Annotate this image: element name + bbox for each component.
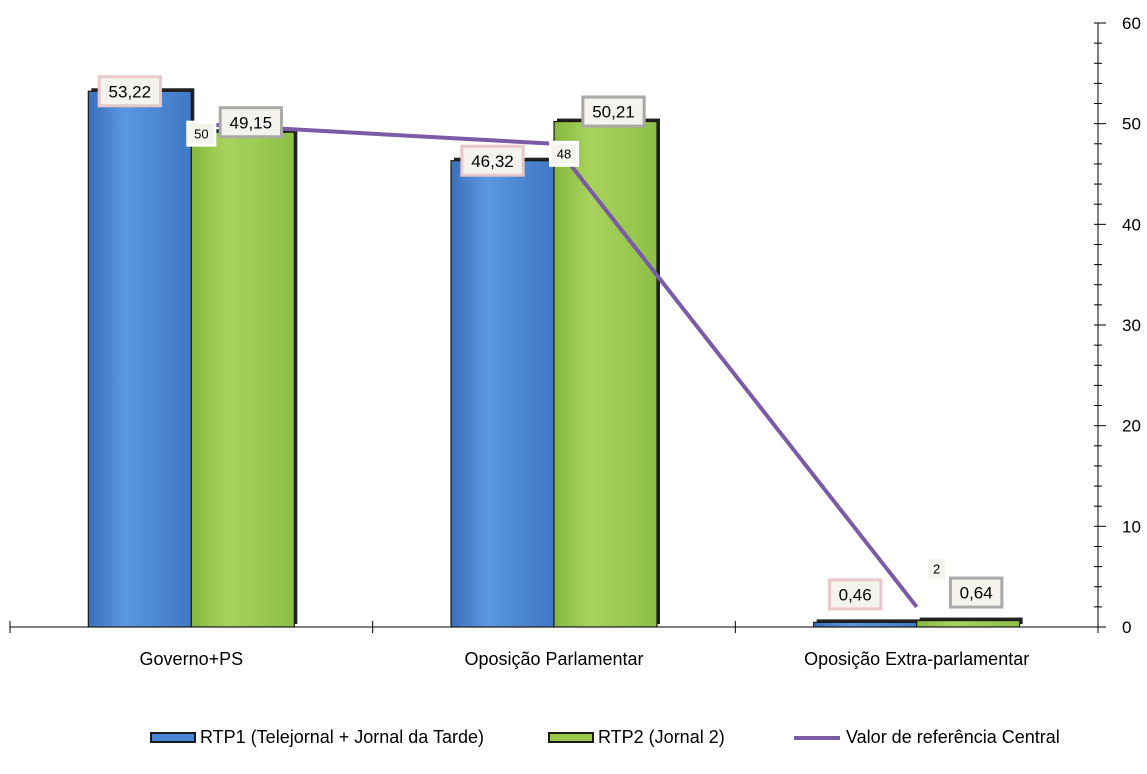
- data-label-reference-text: 50: [194, 126, 208, 141]
- bar-rtp2: [190, 131, 295, 628]
- data-label-rtp2-box: [218, 106, 283, 139]
- x-category-label: Governo+PS: [140, 649, 244, 669]
- data-label-rtp2-box: [581, 95, 646, 128]
- y-tick-label: 0: [1122, 618, 1131, 637]
- x-axis: Governo+PS Oposição Parlamentar Oposição E…: [9, 621, 1099, 669]
- chart: 0 10 20 30 40 50 60 Governo+PS Oposição Parlame…: [9, 14, 1141, 669]
- data-label-reference: 50: [186, 120, 217, 147]
- data-label-rtp2-text: 49,15: [230, 113, 273, 132]
- data-label-rtp2: 0,64: [948, 576, 1004, 609]
- data-label-reference: 48: [548, 140, 580, 167]
- data-label-rtp2-box: [948, 576, 1004, 609]
- y-tick-label: 10: [1122, 517, 1141, 536]
- legend-item-reference: Valor de referência Central: [794, 727, 1060, 748]
- data-label-reference-box: [925, 555, 948, 582]
- y-tick-label: 30: [1122, 316, 1141, 335]
- legend-swatch-reference: [794, 735, 840, 740]
- data-label-rtp1-box: [460, 144, 525, 177]
- data-label-reference-box: [548, 140, 580, 167]
- legend-swatch-rtp2: [548, 732, 594, 743]
- data-label-rtp1-text: 46,32: [471, 152, 514, 171]
- data-label-rtp1-box: [827, 578, 883, 611]
- y-tick-label: 40: [1122, 215, 1141, 234]
- bars: [87, 88, 1023, 628]
- bar-rtp1: [450, 160, 555, 628]
- bar-rtp1-shadow: [816, 619, 920, 624]
- data-label-rtp1-text: 53,22: [109, 82, 152, 101]
- data-label-rtp1: 53,22: [97, 75, 162, 108]
- data-labels: 53,22 46,32 0,46 49,15 50,21 0,64 50 48 2: [97, 75, 1004, 611]
- data-label-reference-box: [186, 120, 217, 147]
- x-category-label: Oposição Extra-parlamentar: [804, 649, 1029, 669]
- legend-label-rtp2: RTP2 (Jornal 2): [598, 727, 725, 747]
- data-label-rtp2-text: 50,21: [592, 103, 635, 122]
- data-label-rtp2-text: 0,64: [960, 584, 993, 603]
- bar-rtp1: [87, 90, 192, 628]
- bar-rtp2: [916, 619, 1021, 628]
- data-label-rtp1: 0,46: [827, 578, 883, 611]
- y-tick-label: 50: [1122, 115, 1141, 134]
- y-tick-label: 60: [1122, 14, 1141, 33]
- legend-label-rtp1: RTP1 (Telejornal + Jornal da Tarde): [200, 727, 484, 747]
- legend: RTP1 (Telejornal + Jornal da Tarde) RTP2…: [150, 727, 1140, 755]
- data-label-reference: 2: [925, 555, 948, 582]
- data-label-rtp1-box: [97, 75, 162, 108]
- legend-item-rtp1: RTP1 (Telejornal + Jornal da Tarde): [150, 727, 484, 748]
- data-label-rtp1: 46,32: [460, 144, 525, 177]
- y-axis: 0 10 20 30 40 50 60: [1094, 14, 1141, 637]
- bar-rtp2: [553, 120, 658, 628]
- bar-rtp1: [813, 621, 918, 628]
- legend-swatch-rtp1: [150, 732, 196, 743]
- data-label-reference-text: 48: [557, 146, 571, 161]
- data-label-rtp2: 50,21: [581, 95, 646, 128]
- data-label-reference-text: 2: [933, 562, 940, 577]
- data-label-rtp2: 49,15: [218, 106, 283, 139]
- legend-label-reference: Valor de referência Central: [846, 727, 1060, 747]
- x-category-label: Oposição Parlamentar: [464, 649, 643, 669]
- y-tick-label: 20: [1122, 417, 1141, 436]
- legend-item-rtp2: RTP2 (Jornal 2): [548, 727, 725, 748]
- data-label-rtp1-text: 0,46: [839, 585, 872, 604]
